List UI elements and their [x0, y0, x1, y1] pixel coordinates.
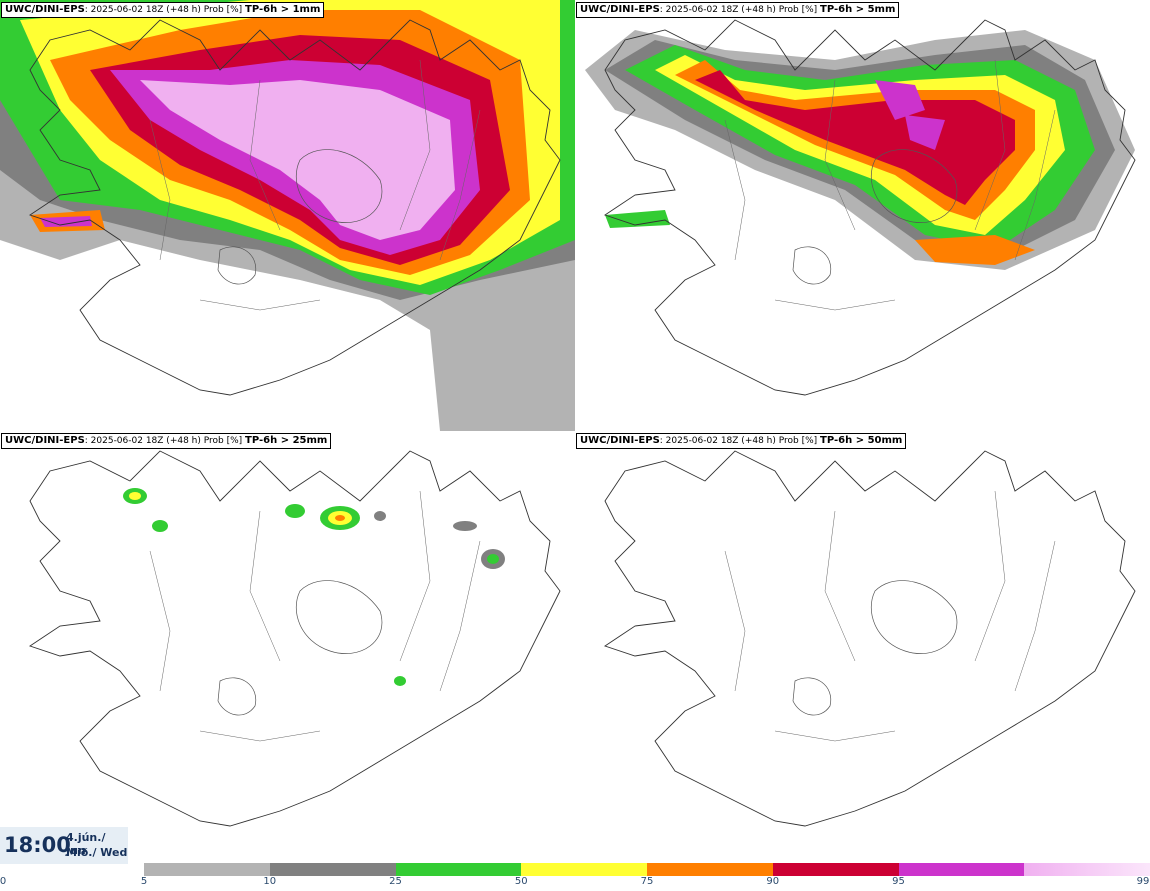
legend-tick-label: 75 [640, 876, 654, 887]
map-panel-5mm: UWC/DINI-EPS: 2025-06-02 18Z (+48 h) Pro… [575, 0, 1150, 431]
legend-swatch [269, 863, 396, 876]
legend-swatch [898, 863, 1025, 876]
legend-swatch [772, 863, 899, 876]
legend-tick-label: 10 [263, 876, 277, 887]
panel-title: UWC/DINI-EPS: 2025-06-02 18Z (+48 h) Pro… [1, 433, 332, 449]
probability-map [575, 431, 1150, 862]
legend-swatch [395, 863, 522, 876]
legend-tick-label: 95 [892, 876, 905, 887]
legend-tick-label: 0 [0, 876, 7, 887]
valid-time: 18:00 [4, 833, 71, 857]
valid-time-box: 18:00 4.jún./ Jun Mið./ Wed [0, 827, 128, 864]
legend-tick-label: 25 [389, 876, 402, 887]
legend-swatch [1024, 863, 1150, 876]
legend-swatch [521, 863, 647, 876]
map-panel-25mm: UWC/DINI-EPS: 2025-06-02 18Z (+48 h) Pro… [0, 431, 575, 862]
valid-date: 4.jún./ Jun [66, 831, 106, 857]
panel-title: UWC/DINI-EPS: 2025-06-02 18Z (+48 h) Pro… [1, 2, 325, 18]
valid-weekday: Mið./ Wed [66, 846, 128, 859]
color-legend [144, 863, 1150, 876]
legend-swatch [647, 863, 773, 876]
legend-ticks: 0 5 10 25 50 75 90 95 99 [0, 876, 1150, 891]
panel-title: UWC/DINI-EPS: 2025-06-02 18Z (+48 h) Pro… [576, 2, 900, 18]
probability-map [0, 0, 575, 431]
legend-tick-label: 99 [1136, 876, 1150, 887]
map-panel-1mm: UWC/DINI-EPS: 2025-06-02 18Z (+48 h) Pro… [0, 0, 575, 431]
legend-tick-label: 90 [766, 876, 780, 887]
map-panel-50mm: UWC/DINI-EPS: 2025-06-02 18Z (+48 h) Pro… [575, 431, 1150, 862]
legend-swatch [144, 863, 270, 876]
legend-tick-label: 50 [514, 876, 528, 887]
probability-map [575, 0, 1150, 431]
probability-map [0, 431, 575, 862]
panel-title: UWC/DINI-EPS: 2025-06-02 18Z (+48 h) Pro… [576, 433, 907, 449]
legend-tick-label: 5 [140, 876, 148, 887]
